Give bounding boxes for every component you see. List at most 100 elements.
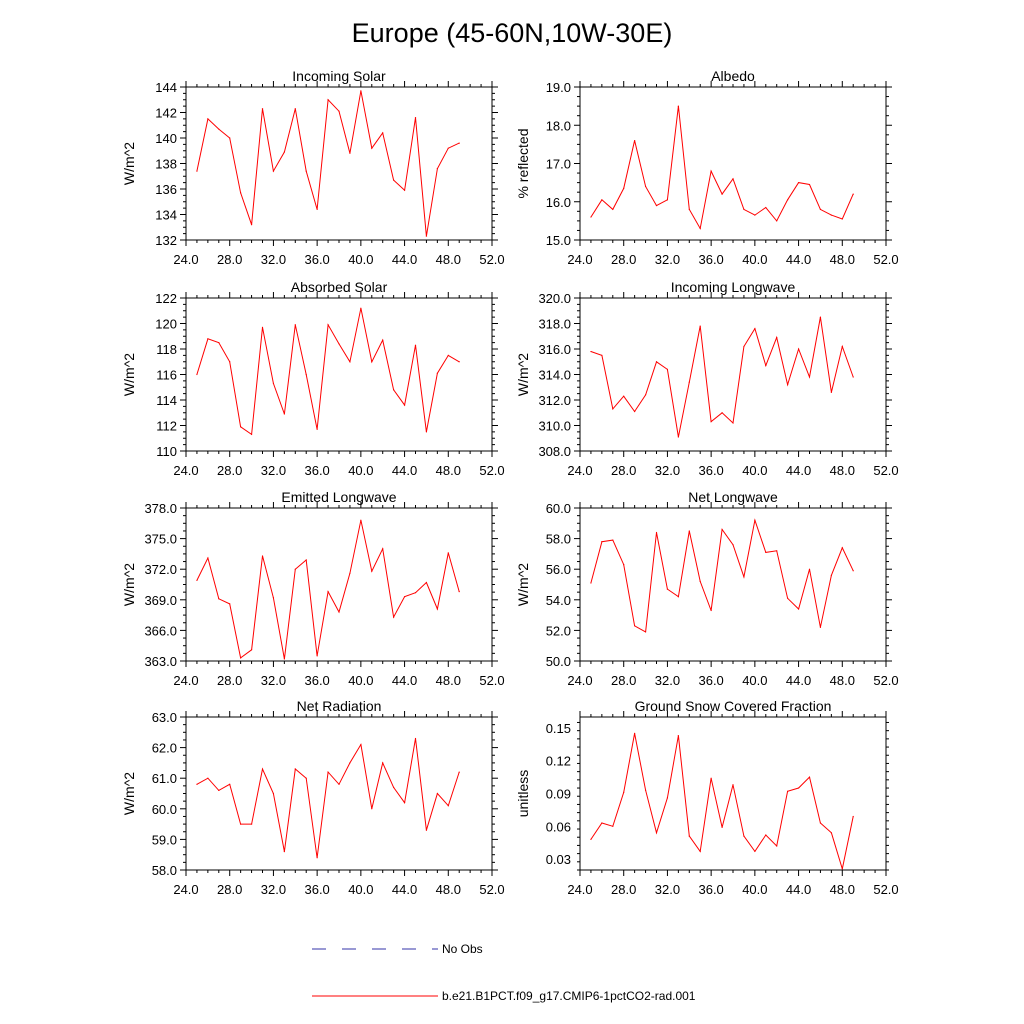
x-tick-label: 44.0 [392,673,417,688]
data-point [732,544,734,546]
data-point [754,328,756,330]
y-tick-label: 312.0 [538,393,571,408]
data-point [414,737,417,740]
data-point [229,603,231,605]
series-line [196,520,460,660]
data-point [655,204,658,207]
data-point [240,192,242,194]
y-tick-label: 16.0 [546,195,571,210]
chart-panel-8: 24.0 28.0 32.0 36.0 40.0 44.0 48.0 52.0 0.03 0.06… [515,698,899,897]
y-tick-label: 114 [156,393,177,408]
data-point [601,822,603,824]
plot-frame [579,507,887,662]
data-point [666,368,669,370]
x-tick-label: 32.0 [655,463,680,478]
data-point [765,551,767,553]
data-point [447,805,449,807]
y-tick-label: 142 [155,106,177,121]
x-tick-label: 44.0 [392,882,417,897]
data-point [852,570,854,572]
y-tick-label: 320.0 [538,291,571,306]
chart-title: Ground Snow Covered Fraction [635,698,832,714]
y-tick-label: 61.0 [152,771,177,786]
x-tick-label: 32.0 [655,673,680,688]
plot-frame [579,297,887,452]
data-point [754,850,756,853]
chart-panel-7: 24.0 28.0 32.0 36.0 40.0 44.0 48.0 52.0 58.0 59.0… [121,698,505,897]
data-point [699,580,701,583]
y-tick-label: 58.0 [152,863,177,878]
data-point [601,199,603,201]
y-tick-label: 52.0 [546,623,571,638]
data-point [623,564,625,566]
y-tick-label: 0.15 [546,721,571,736]
data-point [666,588,669,590]
data-point [710,777,712,779]
data-point [699,227,701,230]
y-tick-label: 134 [155,208,177,223]
data-point [623,395,625,397]
data-point [787,790,789,792]
data-point [666,797,669,799]
x-tick-label: 40.0 [742,463,767,478]
data-point [294,324,296,326]
y-tick-label: 18.0 [546,118,571,133]
data-point [283,413,285,415]
y-axis-label: W/m^2 [121,563,137,606]
plot-frame [185,507,493,662]
data-point [403,802,406,804]
x-tick-label: 48.0 [830,673,855,688]
x-tick-label: 24.0 [567,673,592,688]
data-point [382,548,384,550]
data-point [403,189,406,191]
x-tick-label: 44.0 [786,882,811,897]
panels: 24.0 28.0 32.0 36.0 40.0 44.0 48.0 52.0 132 134 13… [121,68,899,897]
data-point [797,787,800,789]
data-point [327,591,329,593]
data-point [240,426,242,428]
y-tick-label: 62.0 [152,741,177,756]
x-tick-label: 36.0 [698,882,723,897]
y-tick-label: 110 [156,444,177,459]
chart-panel-1: 24.0 28.0 32.0 36.0 40.0 44.0 48.0 52.0 132 134 13… [121,68,505,267]
y-tick-label: 132 [155,233,177,248]
data-point [841,345,843,348]
y-tick-label: 310.0 [538,419,571,434]
x-tick-label: 32.0 [655,882,680,897]
y-tick-label: 369.0 [144,593,177,608]
y-tick-label: 0.03 [546,852,571,867]
data-point [776,845,778,847]
y-tick-label: 63.0 [152,710,177,725]
x-tick-label: 36.0 [698,252,723,267]
x-tick-label: 44.0 [786,463,811,478]
data-point [382,132,384,134]
y-tick-label: 122 [155,291,177,306]
data-point [338,611,340,613]
data-point [349,762,351,764]
data-point [808,568,811,570]
data-point [634,410,636,413]
y-tick-label: 0.12 [546,754,571,769]
y-tick-label: 314.0 [538,368,571,383]
data-point [436,168,438,170]
data-point [612,825,614,827]
data-point [360,90,362,92]
data-point [852,815,854,818]
data-point [393,616,395,618]
series-line [590,317,854,438]
x-tick-label: 36.0 [304,673,329,688]
series-line [590,106,854,230]
data-point [797,348,800,350]
x-tick-label: 24.0 [173,463,198,478]
data-point [634,732,636,734]
chart-title: Net Longwave [688,489,778,505]
data-point [623,187,625,189]
data-point [808,183,811,186]
data-point [590,350,592,353]
x-tick-label: 48.0 [436,463,461,478]
chart-title: Incoming Longwave [671,279,796,295]
x-tick-label: 36.0 [698,463,723,478]
data-point [841,218,843,220]
data-point [776,336,778,339]
data-point [721,412,723,414]
